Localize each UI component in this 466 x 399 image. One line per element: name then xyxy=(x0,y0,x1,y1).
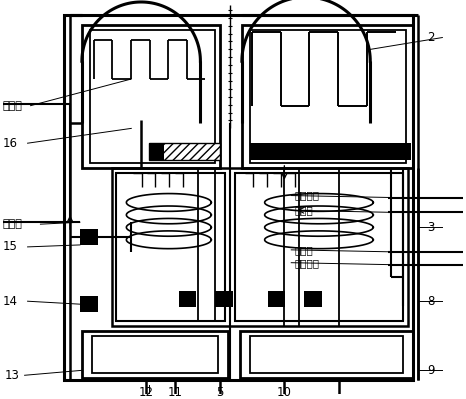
Bar xyxy=(80,296,98,312)
Text: 冷却水出: 冷却水出 xyxy=(294,191,319,201)
Text: 15: 15 xyxy=(3,240,18,253)
Bar xyxy=(116,173,225,321)
Bar xyxy=(235,173,403,321)
Bar xyxy=(215,291,233,307)
Bar xyxy=(149,143,164,160)
Text: 10: 10 xyxy=(277,385,292,399)
Bar xyxy=(82,25,220,168)
Text: 冷却水进: 冷却水进 xyxy=(294,258,319,268)
Text: 14: 14 xyxy=(3,295,18,308)
Bar xyxy=(250,336,403,373)
Bar xyxy=(149,143,220,160)
Bar xyxy=(111,168,408,326)
Text: 冷水出: 冷水出 xyxy=(294,205,313,215)
Bar xyxy=(90,30,215,163)
Text: 8: 8 xyxy=(427,295,435,308)
Bar xyxy=(178,291,197,307)
Text: 13: 13 xyxy=(5,369,20,382)
Bar xyxy=(82,331,228,378)
Text: 热水进: 热水进 xyxy=(3,219,23,229)
Text: 2: 2 xyxy=(427,31,435,44)
Text: 11: 11 xyxy=(167,385,182,399)
Bar xyxy=(242,25,413,168)
Text: 3: 3 xyxy=(427,221,435,234)
Text: 9: 9 xyxy=(427,364,435,377)
Bar xyxy=(64,15,413,380)
Bar xyxy=(92,336,218,373)
Bar xyxy=(250,30,406,163)
Bar xyxy=(240,331,413,378)
Bar xyxy=(304,291,322,307)
Bar xyxy=(80,229,98,245)
Text: 16: 16 xyxy=(3,137,18,150)
Text: 5: 5 xyxy=(217,385,224,399)
Text: 热水出: 热水出 xyxy=(3,101,23,111)
Text: 冷水进: 冷水进 xyxy=(294,245,313,255)
Text: 12: 12 xyxy=(138,385,154,399)
Bar xyxy=(250,143,411,160)
Bar xyxy=(267,291,285,307)
